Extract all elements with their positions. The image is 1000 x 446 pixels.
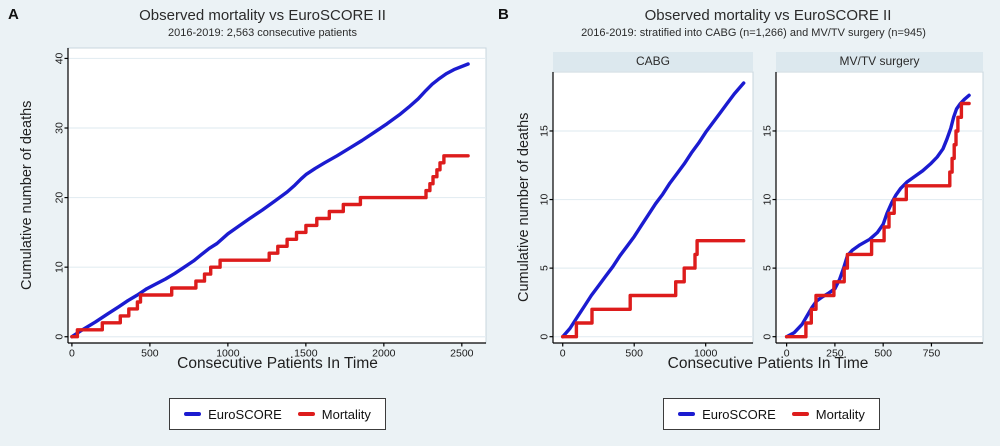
chartA-svg: 0 500 1000 1500 2000 2500 0 10 20 30 40 (54, 47, 487, 360)
x-tick-label: 1500 (294, 348, 318, 360)
subpanel-header-mvtv: MV/TV surgery (776, 52, 983, 71)
legend-item-euroscore: EuroSCORE (184, 407, 282, 422)
x-tick-label: 500 (625, 348, 643, 360)
euroscore-series-line (784, 93, 971, 339)
y-tick-label: 15 (539, 125, 551, 137)
y-tick-label: 10 (54, 261, 66, 273)
x-tick-label: 500 (141, 348, 159, 360)
y-tick-label: 10 (762, 194, 774, 206)
euroscore-series-line (561, 81, 746, 339)
plot-region (775, 71, 984, 344)
euroscore-line-swatch (184, 412, 202, 416)
panel-a-label: A (8, 6, 19, 23)
legend-label-euroscore: EuroSCORE (208, 406, 282, 422)
panel-b-title: Observed mortality vs EuroSCORE II (644, 7, 892, 24)
legend-label-euroscore: EuroSCORE (702, 406, 776, 422)
x-tick-label: 0 (560, 348, 566, 360)
chart-b-mvtv-plot: 0 250 500 750 0 5 10 15 (742, 68, 988, 362)
x-tick-label: 1000 (694, 348, 718, 360)
legend-label-mortality: Mortality (321, 406, 371, 422)
mortality-series-line (70, 154, 470, 339)
chartB1-svg: 0 500 1000 0 5 10 15 (539, 71, 754, 360)
mortality-series-line (784, 101, 971, 339)
mortality-line-swatch (791, 412, 809, 416)
y-tick-label: 0 (539, 334, 551, 340)
subpanel-header-cabg: CABG (553, 52, 753, 71)
y-tick-label: 0 (54, 334, 66, 340)
chart-a-plot: 0 500 1000 1500 2000 2500 0 10 20 30 40 (34, 44, 491, 362)
legend-label-mortality: Mortality (815, 406, 865, 422)
panel-a-subtitle: 2016-2019: 2,563 consecutive patients (168, 27, 357, 39)
x-tick-label: 0 (69, 348, 75, 360)
euroscore-series-line (70, 62, 470, 339)
legend-item-euroscore: EuroSCORE (678, 407, 776, 422)
panel-b-legend: EuroSCORE Mortality (663, 398, 880, 430)
chart-b-cabg-plot: 0 500 1000 0 5 10 15 (519, 68, 758, 362)
y-tick-label: 0 (762, 334, 774, 340)
panel-b-label: B (498, 6, 509, 23)
legend-item-mortality: Mortality (297, 406, 371, 422)
x-tick-label: 500 (874, 348, 892, 360)
chartB2-svg: 0 250 500 750 0 5 10 15 (762, 71, 984, 360)
x-tick-label: 250 (826, 348, 844, 360)
x-tick-label: 2000 (372, 348, 396, 360)
y-tick-label: 20 (54, 192, 66, 204)
x-tick-label: 2500 (450, 348, 474, 360)
euroscore-line-swatch (678, 412, 696, 416)
y-tick-label: 5 (762, 265, 774, 271)
y-tick-label: 5 (539, 265, 551, 271)
panel-a-title: Observed mortality vs EuroSCORE II (139, 7, 386, 24)
y-tick-label: 30 (54, 122, 66, 134)
x-tick-label: 750 (923, 348, 941, 360)
y-tick-label: 15 (762, 125, 774, 137)
panel-a-x-axis-title: Consecutive Patients In Time (177, 355, 378, 372)
mortality-line-swatch (297, 412, 315, 416)
legend-item-mortality: Mortality (791, 406, 865, 422)
mortality-series-line (561, 239, 746, 339)
panel-b-subtitle: 2016-2019: stratified into CABG (n=1,266… (581, 27, 926, 39)
x-tick-label: 0 (784, 348, 790, 360)
x-tick-label: 1000 (216, 348, 240, 360)
panel-b-x-axis-title: Consecutive Patients In Time (667, 355, 869, 372)
panel-a-legend: EuroSCORE Mortality (169, 398, 386, 430)
y-tick-label: 40 (54, 52, 66, 64)
y-tick-label: 10 (539, 194, 551, 206)
